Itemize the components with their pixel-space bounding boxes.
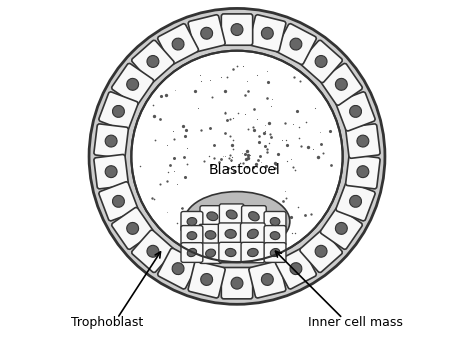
FancyBboxPatch shape [221, 14, 253, 45]
FancyBboxPatch shape [320, 207, 362, 249]
FancyBboxPatch shape [112, 63, 154, 105]
Ellipse shape [270, 218, 280, 225]
FancyBboxPatch shape [219, 242, 243, 263]
FancyBboxPatch shape [264, 225, 286, 246]
FancyBboxPatch shape [112, 207, 154, 249]
Ellipse shape [127, 223, 138, 234]
Ellipse shape [225, 229, 236, 238]
FancyBboxPatch shape [199, 224, 222, 245]
FancyBboxPatch shape [275, 24, 316, 65]
FancyBboxPatch shape [221, 268, 253, 299]
FancyBboxPatch shape [249, 261, 286, 298]
FancyBboxPatch shape [181, 243, 203, 262]
FancyBboxPatch shape [99, 182, 138, 221]
Ellipse shape [290, 38, 302, 50]
Ellipse shape [172, 38, 184, 50]
FancyBboxPatch shape [181, 212, 203, 231]
Ellipse shape [315, 55, 327, 67]
Text: Blastocoel: Blastocoel [208, 163, 280, 178]
FancyBboxPatch shape [188, 261, 225, 298]
FancyBboxPatch shape [188, 15, 225, 52]
FancyBboxPatch shape [320, 63, 362, 105]
Ellipse shape [205, 231, 216, 239]
Ellipse shape [225, 248, 236, 257]
FancyBboxPatch shape [336, 182, 375, 221]
Ellipse shape [336, 223, 347, 234]
Ellipse shape [247, 248, 258, 257]
Ellipse shape [147, 55, 159, 67]
Ellipse shape [248, 212, 259, 221]
Ellipse shape [290, 263, 302, 274]
Ellipse shape [231, 277, 243, 289]
Ellipse shape [105, 166, 117, 178]
Text: Trophoblast: Trophoblast [72, 316, 144, 329]
Ellipse shape [112, 105, 124, 118]
FancyBboxPatch shape [181, 225, 203, 246]
FancyBboxPatch shape [158, 248, 199, 289]
FancyBboxPatch shape [219, 204, 244, 225]
Ellipse shape [261, 274, 273, 285]
Ellipse shape [187, 248, 197, 257]
FancyBboxPatch shape [132, 230, 174, 273]
FancyBboxPatch shape [275, 248, 316, 289]
FancyBboxPatch shape [346, 154, 380, 189]
Ellipse shape [147, 245, 159, 257]
FancyBboxPatch shape [200, 206, 225, 227]
Ellipse shape [226, 210, 237, 219]
Circle shape [89, 9, 385, 304]
FancyBboxPatch shape [94, 124, 128, 158]
Ellipse shape [261, 27, 273, 39]
FancyBboxPatch shape [346, 124, 380, 158]
Ellipse shape [201, 274, 213, 285]
FancyBboxPatch shape [240, 223, 265, 245]
FancyBboxPatch shape [94, 154, 128, 189]
FancyBboxPatch shape [99, 92, 138, 131]
Ellipse shape [315, 245, 327, 257]
Ellipse shape [201, 27, 213, 39]
Ellipse shape [206, 249, 216, 257]
FancyBboxPatch shape [219, 223, 243, 245]
Ellipse shape [350, 105, 362, 118]
Ellipse shape [184, 192, 290, 251]
FancyBboxPatch shape [300, 230, 342, 273]
Ellipse shape [336, 78, 347, 90]
Ellipse shape [270, 248, 280, 257]
Text: Inner cell mass: Inner cell mass [308, 316, 402, 329]
Circle shape [131, 51, 343, 262]
FancyBboxPatch shape [242, 206, 266, 227]
Ellipse shape [187, 218, 197, 225]
FancyBboxPatch shape [264, 243, 286, 262]
FancyBboxPatch shape [132, 40, 174, 83]
FancyBboxPatch shape [300, 40, 342, 83]
Ellipse shape [247, 229, 258, 239]
Ellipse shape [187, 232, 197, 240]
Ellipse shape [112, 195, 124, 207]
Ellipse shape [105, 135, 117, 147]
Ellipse shape [172, 263, 184, 274]
FancyBboxPatch shape [199, 243, 222, 263]
Ellipse shape [357, 166, 369, 178]
FancyBboxPatch shape [264, 212, 286, 231]
FancyBboxPatch shape [158, 24, 199, 65]
Ellipse shape [270, 231, 280, 240]
Ellipse shape [207, 212, 218, 220]
FancyBboxPatch shape [336, 92, 375, 131]
Ellipse shape [350, 195, 362, 207]
FancyBboxPatch shape [249, 15, 286, 52]
FancyBboxPatch shape [241, 242, 264, 263]
Ellipse shape [231, 24, 243, 36]
Ellipse shape [127, 78, 138, 90]
Ellipse shape [357, 135, 369, 147]
